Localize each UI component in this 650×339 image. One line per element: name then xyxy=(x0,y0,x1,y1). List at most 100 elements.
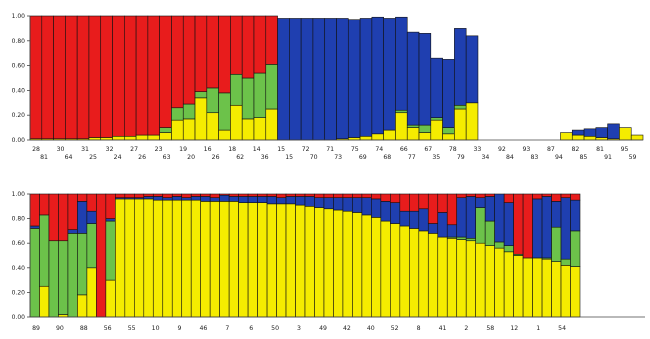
bar-cluster-2-green xyxy=(39,214,50,287)
bar-cluster-1-red xyxy=(134,193,145,198)
bar-cluster-3-blue xyxy=(446,224,458,238)
bar-cluster-3-blue xyxy=(409,210,420,229)
bar-cluster-1-red xyxy=(390,193,401,203)
bar-cluster-3-blue xyxy=(323,197,334,210)
bar-cluster-2-green xyxy=(494,241,505,249)
bar-cluster-4-yellow xyxy=(143,198,154,318)
sample-label: 46 xyxy=(199,325,207,332)
bar-cluster-1-red xyxy=(560,193,571,198)
bar-cluster-2-green xyxy=(182,103,196,120)
bar-cluster-1-red xyxy=(105,193,116,219)
sample-label: 90 xyxy=(56,325,64,332)
bar-cluster-3-blue xyxy=(406,31,420,126)
sample-label: 19 xyxy=(179,146,187,153)
bar-cluster-3-blue xyxy=(228,196,239,202)
bar-cluster-4-yellow xyxy=(456,239,467,318)
sample-label: 72 xyxy=(302,146,310,153)
sample-label: 91 xyxy=(604,154,612,161)
bar-cluster-4-yellow xyxy=(570,266,581,318)
sample-label: 95 xyxy=(621,146,629,153)
y-tick-label: 0.60 xyxy=(12,240,26,247)
sample-label: 34 xyxy=(481,154,489,161)
bar-cluster-4-yellow xyxy=(371,217,382,318)
bar-cluster-3-blue xyxy=(399,210,410,227)
bar-cluster-4-yellow xyxy=(171,119,184,141)
sample-label: 83 xyxy=(530,154,538,161)
bar-cluster-3-blue xyxy=(454,28,467,106)
bar-cluster-3-blue xyxy=(105,218,116,222)
bar-cluster-1-red xyxy=(181,193,192,198)
bar-cluster-4-yellow xyxy=(77,294,88,318)
bar-cluster-1-red xyxy=(541,193,552,197)
bar-cluster-3-blue xyxy=(86,210,97,224)
bar-cluster-1-red xyxy=(58,193,69,242)
bar-cluster-3-blue xyxy=(437,212,448,238)
bar-cluster-2-green xyxy=(560,258,571,266)
sample-label: 33 xyxy=(473,146,481,153)
bar-cluster-3-blue xyxy=(312,18,326,141)
bar-cluster-1-red xyxy=(209,193,220,198)
sample-label: 94 xyxy=(555,154,563,161)
bar-cluster-2-green xyxy=(430,117,443,121)
bar-cluster-2-green xyxy=(475,207,486,244)
bar-cluster-4-yellow xyxy=(503,251,514,318)
bar-cluster-3-blue xyxy=(304,196,315,207)
bar-cluster-1-red xyxy=(352,193,363,198)
sample-label: 73 xyxy=(334,154,342,161)
bar-cluster-1-red xyxy=(39,193,50,216)
bar-cluster-1-red xyxy=(342,193,353,198)
sample-label: 26 xyxy=(138,154,146,161)
bar-cluster-3-blue xyxy=(67,229,78,234)
sample-label: 74 xyxy=(375,146,383,153)
bar-cluster-1-red xyxy=(76,15,90,140)
bar-cluster-4-yellow xyxy=(171,199,183,318)
sample-label: 81 xyxy=(40,154,48,161)
bar-cluster-4-yellow xyxy=(181,199,192,318)
bar-cluster-4-yellow xyxy=(285,203,296,318)
bar-cluster-1-red xyxy=(206,15,219,89)
bar-cluster-3-blue xyxy=(475,197,486,208)
bar-cluster-4-yellow xyxy=(182,118,196,141)
sample-label: 15 xyxy=(285,154,293,161)
bar-cluster-1-red xyxy=(182,15,196,105)
bar-cluster-4-yellow xyxy=(86,267,97,318)
bar-cluster-3-blue xyxy=(465,35,479,104)
bar-cluster-4-yellow xyxy=(437,236,448,318)
bar-cluster-4-yellow xyxy=(257,202,268,318)
sample-label: 12 xyxy=(510,325,518,332)
sample-label: 64 xyxy=(65,154,73,161)
bar-cluster-4-yellow xyxy=(314,207,325,318)
bar-cluster-2-green xyxy=(465,237,476,242)
bar-cluster-3-blue xyxy=(532,198,543,259)
bar-cluster-4-yellow xyxy=(241,118,255,141)
bar-cluster-1-red xyxy=(570,193,581,201)
sample-label: 26 xyxy=(212,154,220,161)
sample-label: 87 xyxy=(547,146,555,153)
sample-label: 20 xyxy=(187,154,195,161)
bar-cluster-3-blue xyxy=(465,196,476,239)
bar-cluster-3-blue xyxy=(314,197,325,208)
bar-cluster-1-red xyxy=(171,15,184,109)
bar-cluster-4-yellow xyxy=(630,134,644,141)
bar-cluster-4-yellow xyxy=(159,132,172,141)
bar-cluster-3-blue xyxy=(595,127,608,138)
bar-cluster-4-yellow xyxy=(228,201,239,318)
bar-cluster-1-red xyxy=(295,193,306,197)
bar-cluster-3-blue xyxy=(300,18,314,141)
bar-cluster-2-green xyxy=(395,109,408,114)
bar-cluster-1-red xyxy=(96,193,107,318)
panel-2: 0.00 0.20 0.40 0.60 0.80 1.00 89 90 88 56 55 10 9 46 7… xyxy=(12,191,645,332)
bar-cluster-3-blue xyxy=(570,199,581,232)
bar-cluster-4-yellow xyxy=(276,203,287,318)
bar-cluster-4-yellow xyxy=(551,261,562,318)
bar-cluster-1-red xyxy=(418,193,429,210)
sample-label: 50 xyxy=(271,325,279,332)
sample-label: 79 xyxy=(457,154,465,161)
bar-cluster-3-blue xyxy=(190,196,201,201)
bar-cluster-1-red xyxy=(399,193,410,212)
y-tick-label: 0.80 xyxy=(12,38,26,45)
bar-cluster-1-red xyxy=(194,15,208,92)
sample-label: 89 xyxy=(32,325,40,332)
y-tick-label: 0.80 xyxy=(12,216,26,223)
bar-cluster-4-yellow xyxy=(304,206,315,318)
